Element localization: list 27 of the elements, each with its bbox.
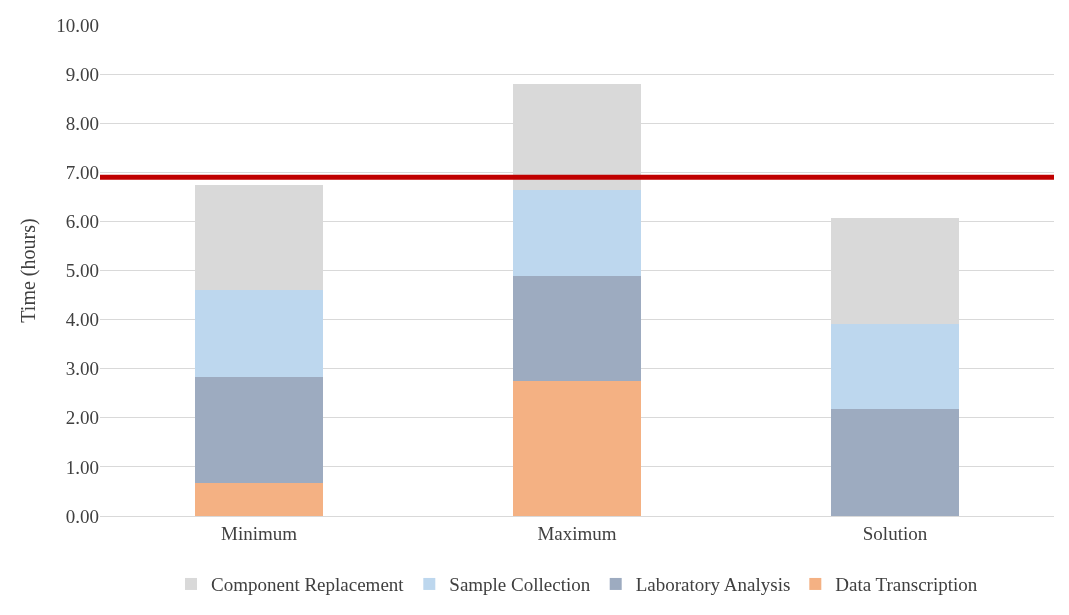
bar [831,409,959,516]
y-tick-label: 9.00 [65,63,99,85]
y-tick-label: 6.00 [65,211,99,233]
bar [195,377,323,483]
bar [513,381,641,516]
y-tick-label: 7.00 [65,161,99,183]
y-tick-label: 4.00 [65,309,99,331]
bar [513,275,641,382]
legend-label: Data Transcription [835,574,978,596]
y-tick-label: 10.00 [56,14,99,36]
y-tick-label: 1.00 [65,456,99,478]
y-tick-label: 2.00 [65,407,99,429]
bar [195,482,323,516]
bar [831,324,959,410]
x-tick-label: Maximum [537,522,617,544]
y-tick-label: 5.00 [65,260,99,282]
legend-label: Laboratory Analysis [635,574,791,596]
y-tick-label: 3.00 [65,358,99,380]
x-tick-label: Minimum [220,522,298,544]
x-tick-label: Solution [862,522,928,544]
y-tick-label: 0.00 [65,505,99,527]
legend-label: Sample Collection [449,574,591,596]
bar [195,290,323,378]
y-tick-label: 8.00 [65,112,99,134]
y-axis-title: Time (hours) [16,218,40,323]
bar [513,189,641,276]
legend-label: Component Replacement [211,574,405,596]
